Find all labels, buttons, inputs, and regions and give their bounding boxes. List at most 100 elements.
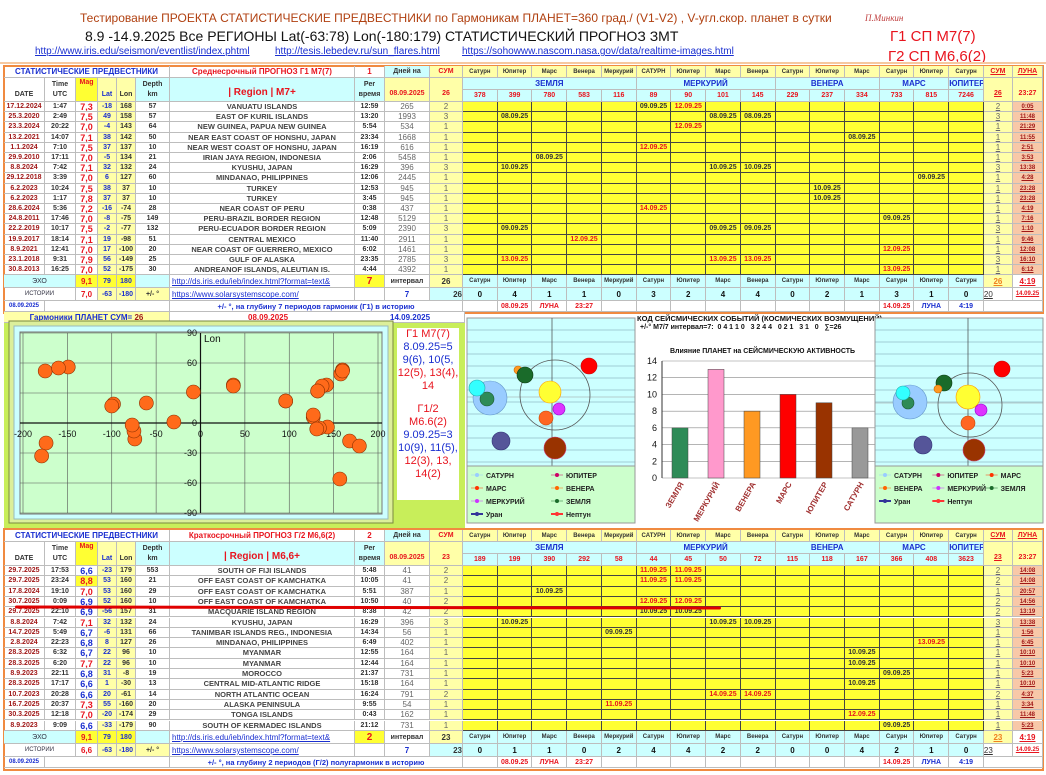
row-moon-time[interactable]: 4:37 <box>1013 689 1043 700</box>
row-moon-time[interactable]: 5:23 <box>1013 669 1043 680</box>
header-per: Per время <box>355 542 385 566</box>
link-lebedev[interactable]: http://tesis.lebedev.ru/sun_flares.html <box>275 46 440 57</box>
row-moon-time[interactable]: 12:08 <box>1013 244 1043 255</box>
row-region: ALASKA PENINSULA <box>170 699 355 711</box>
tag-g2: Г2 СП М6,6(2) <box>888 48 987 65</box>
row-sum2: 1 <box>983 234 1013 245</box>
planet-cell <box>914 617 950 628</box>
row-moon-time[interactable]: 6:45 <box>1013 638 1043 649</box>
planet-count: 1 <box>914 288 950 302</box>
footer-moon-date[interactable]: 14.09.25 <box>1013 288 1043 302</box>
bubble-chart-right-legend-label: ЮПИТЕР <box>947 473 978 480</box>
footer-moon-time[interactable]: 4:19 <box>1013 275 1043 289</box>
harmonic-period: 50 <box>706 554 741 566</box>
row-depth: 132 <box>136 224 170 235</box>
row-moon-time[interactable]: 13:19 <box>1013 607 1043 618</box>
row-sum: 1 <box>430 122 463 133</box>
row-moon-time[interactable]: 2:51 <box>1013 142 1043 153</box>
row-moon-time[interactable]: 7:16 <box>1013 214 1043 225</box>
sum-filter-button[interactable]: СУМ <box>430 66 463 78</box>
planet-column-header: Сатурн <box>775 66 811 78</box>
row-depth: 20 <box>136 244 170 255</box>
history-tolerance: +/- ° <box>136 288 170 302</box>
row-moon-time[interactable]: 3:34 <box>1013 699 1043 711</box>
planet-cell <box>845 142 880 153</box>
footer-moon-date[interactable]: 14.09.25 <box>1013 743 1043 757</box>
row-time: 7:42 <box>45 163 76 174</box>
planet-cell <box>601 265 637 276</box>
planet-cell <box>740 699 776 711</box>
footer-planet-blank <box>706 756 741 768</box>
planet-cell <box>949 627 984 639</box>
planet-cell <box>532 699 568 711</box>
footer-moon-time[interactable]: 4:19 <box>1013 730 1043 744</box>
planet-cell: 11.09.25 <box>671 566 707 577</box>
row-moon-time[interactable]: 20:57 <box>1013 586 1043 597</box>
row-date: 29.12.2018 <box>4 173 45 184</box>
row-magnitude: 7,1 <box>76 617 98 628</box>
row-moon-time[interactable]: 14:08 <box>1013 576 1043 587</box>
link-soho[interactable]: https://sohowww.nascom.nasa.gov/data/rea… <box>462 46 734 57</box>
row-moon-time[interactable]: 13:38 <box>1013 163 1043 174</box>
header-date: DATE <box>4 78 45 102</box>
row-moon-time[interactable]: 9:46 <box>1013 234 1043 245</box>
planet-cell <box>532 112 568 123</box>
row-moon-time[interactable]: 11:48 <box>1013 710 1043 721</box>
planet-cell <box>740 102 776 113</box>
row-moon-time[interactable]: 4:28 <box>1013 173 1043 184</box>
row-moon-time[interactable]: 0:05 <box>1013 102 1043 113</box>
sum-filter-button[interactable]: СУМ <box>430 530 463 542</box>
row-lon: -175 <box>117 265 136 276</box>
solarsystemscope-link[interactable]: https://www.solarsystemscope.com/ <box>170 288 355 302</box>
row-days: 387 <box>385 586 430 597</box>
planet-cell <box>601 607 637 618</box>
header-region: | Region | M6,6+ <box>170 542 355 566</box>
harmonic-period: 89 <box>636 90 672 102</box>
row-moon-time[interactable]: 10:10 <box>1013 658 1043 669</box>
iris-link[interactable]: http://ds.iris.edu/ieb/index.html?format… <box>170 275 355 289</box>
solarsystemscope-link[interactable]: https://www.solarsystemscope.com/ <box>170 743 355 757</box>
map-x-tick: -100 <box>103 429 121 439</box>
bubble-chart-right-legend-marker <box>883 486 887 490</box>
planet-count: 4 <box>671 743 707 757</box>
history-lon: -180 <box>117 743 136 757</box>
link-iris[interactable]: http://www.iris.edu/seismon/eventlist/in… <box>35 46 250 57</box>
planet-cell <box>810 596 846 608</box>
row-region: MOROCCO <box>170 669 355 680</box>
iris-link[interactable]: http://ds.iris.edu/ieb/index.html?format… <box>170 730 355 744</box>
planet-cell: 12.09.25 <box>567 234 602 245</box>
planet-cell: 09.09.25 <box>879 669 915 680</box>
planet-count: 1 <box>567 288 602 302</box>
row-moon-time[interactable]: 23:28 <box>1013 193 1043 204</box>
row-sum: 1 <box>430 679 463 690</box>
row-moon-time[interactable]: 3:53 <box>1013 153 1043 164</box>
row-moon-time[interactable]: 10:10 <box>1013 679 1043 690</box>
row-moon-time[interactable]: 6:12 <box>1013 265 1043 276</box>
planet-cell <box>879 638 915 649</box>
row-lon: -149 <box>117 255 136 266</box>
footer-planet-blank <box>706 301 741 313</box>
row-moon-time[interactable]: 21:29 <box>1013 122 1043 133</box>
row-moon-time[interactable]: 5:23 <box>1013 720 1043 731</box>
planet-cell <box>497 710 533 721</box>
row-moon-time[interactable]: 13:38 <box>1013 617 1043 628</box>
row-moon-time[interactable]: 14:56 <box>1013 596 1043 608</box>
row-moon-time[interactable]: 14:08 <box>1013 566 1043 577</box>
row-moon-time[interactable]: 10:10 <box>1013 648 1043 659</box>
planet-cell <box>671 586 707 597</box>
row-per: 5:51 <box>355 586 385 597</box>
row-moon-time[interactable]: 4:19 <box>1013 204 1043 215</box>
row-moon-time[interactable]: 11:55 <box>1013 132 1043 143</box>
row-moon-time[interactable]: 23:28 <box>1013 183 1043 194</box>
planet-cell <box>879 710 915 721</box>
row-moon-time[interactable]: 16:10 <box>1013 255 1043 266</box>
planet-cell <box>497 669 533 680</box>
row-moon-time[interactable]: 11:48 <box>1013 112 1043 123</box>
planet-cell <box>914 122 950 133</box>
row-sum: 1 <box>430 234 463 245</box>
row-time: 7:42 <box>45 617 76 628</box>
planet-cell <box>706 596 741 608</box>
row-moon-time[interactable]: 1:10 <box>1013 224 1043 235</box>
row-per: 12:59 <box>355 102 385 113</box>
row-moon-time[interactable]: 1:56 <box>1013 627 1043 639</box>
